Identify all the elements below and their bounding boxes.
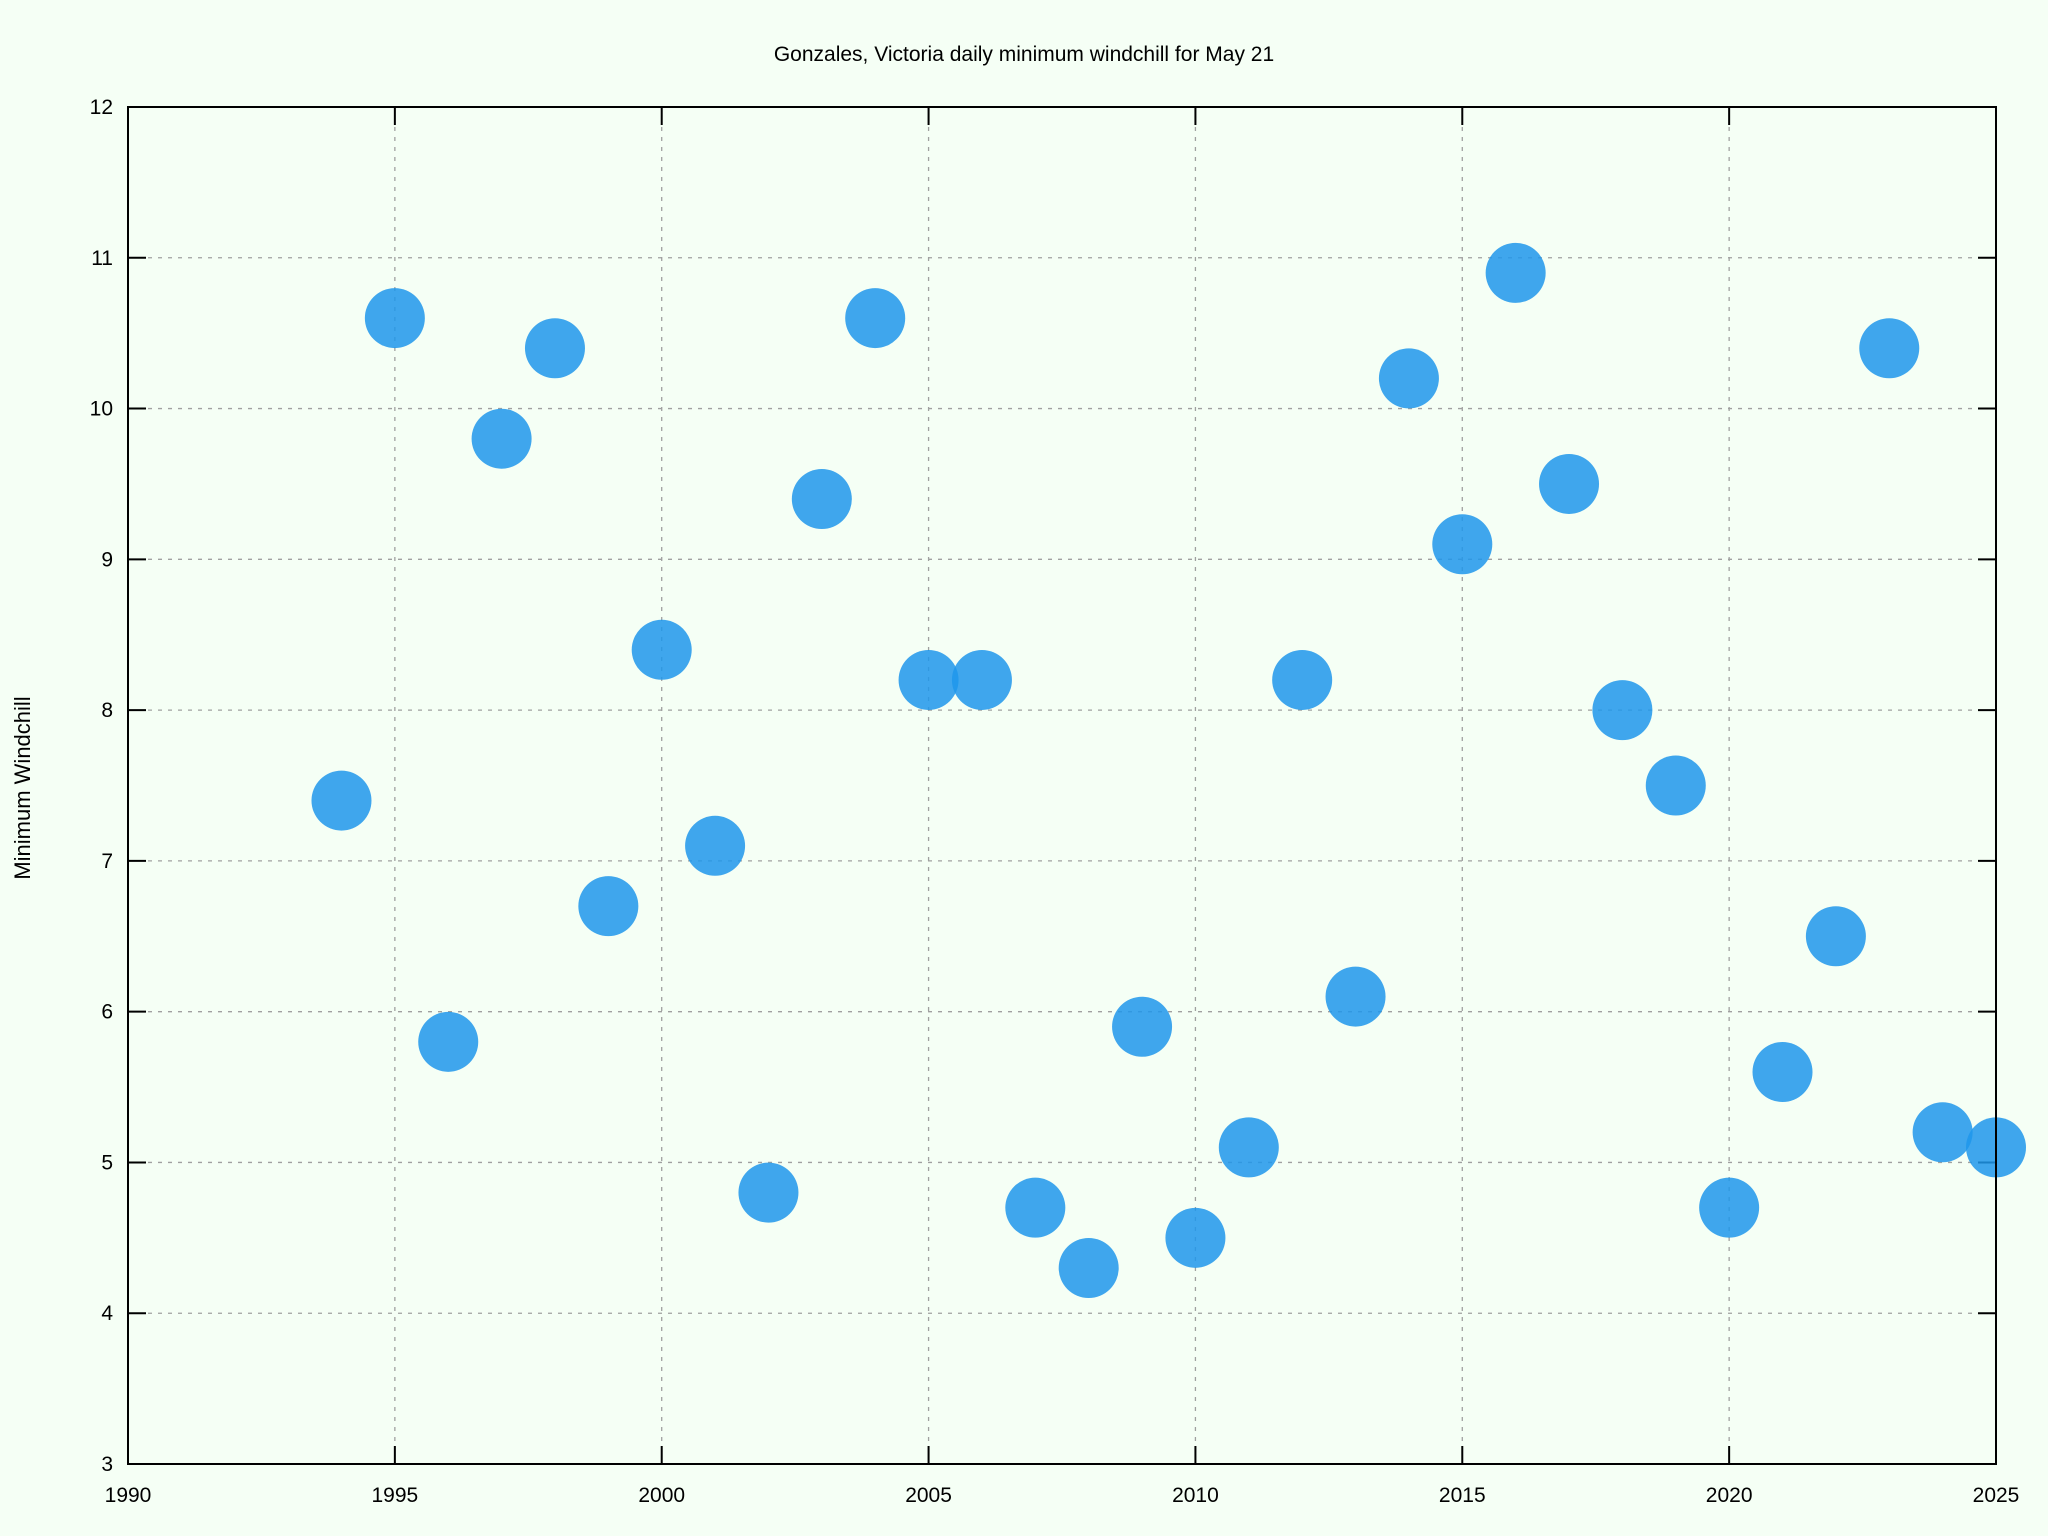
x-tick-label: 2000 bbox=[638, 1484, 685, 1507]
data-point bbox=[1432, 514, 1493, 575]
data-points bbox=[311, 242, 2026, 1298]
y-tick-label: 4 bbox=[101, 1302, 113, 1325]
x-tick-label: 2005 bbox=[905, 1484, 952, 1507]
data-point bbox=[1218, 1117, 1279, 1178]
data-point bbox=[1165, 1207, 1226, 1268]
data-point bbox=[1378, 348, 1439, 409]
data-point bbox=[1325, 966, 1386, 1027]
chart-title: Gonzales, Victoria daily minimum windchi… bbox=[774, 43, 1274, 66]
data-point bbox=[738, 1162, 799, 1223]
y-tick-label: 8 bbox=[101, 699, 113, 722]
y-tick-label: 10 bbox=[90, 398, 113, 421]
y-tick-label: 9 bbox=[101, 548, 113, 571]
data-point bbox=[1912, 1102, 1973, 1163]
y-tick-label: 7 bbox=[101, 850, 113, 873]
x-tick-label: 2010 bbox=[1172, 1484, 1219, 1507]
data-point bbox=[1645, 755, 1706, 816]
data-point bbox=[1058, 1237, 1119, 1298]
data-point bbox=[524, 318, 585, 379]
x-tick-label: 2025 bbox=[1973, 1484, 2020, 1507]
y-tick-label: 5 bbox=[101, 1151, 113, 1174]
data-point bbox=[1485, 242, 1546, 303]
tick-labels: 3 4 5 6 7 8 9 10 11 12 1990 1995 2000 2005 2010 2015 202… bbox=[90, 96, 2020, 1507]
data-point bbox=[418, 1011, 479, 1072]
y-tick-label: 11 bbox=[91, 247, 113, 270]
data-point bbox=[685, 815, 746, 876]
data-point bbox=[471, 408, 532, 469]
data-point bbox=[1112, 996, 1173, 1057]
plot-frame bbox=[127, 106, 1997, 1465]
data-point bbox=[631, 619, 692, 680]
data-point bbox=[1859, 318, 1920, 379]
x-tick-label: 1990 bbox=[105, 1484, 152, 1507]
data-point bbox=[1272, 649, 1333, 710]
y-tick-label: 12 bbox=[90, 96, 113, 119]
x-tick-label: 1995 bbox=[371, 1484, 418, 1507]
data-point bbox=[1805, 906, 1866, 967]
x-tick-label: 2020 bbox=[1706, 1484, 1753, 1507]
data-point bbox=[845, 288, 906, 349]
data-point bbox=[898, 649, 959, 710]
x-tick-label: 2015 bbox=[1439, 1484, 1486, 1507]
data-point bbox=[1005, 1177, 1066, 1238]
data-point bbox=[578, 876, 639, 937]
y-tick-label: 3 bbox=[101, 1453, 113, 1476]
data-point bbox=[364, 288, 425, 349]
data-point bbox=[1539, 453, 1600, 514]
y-tick-label: 6 bbox=[101, 1001, 113, 1024]
data-point bbox=[1592, 680, 1653, 741]
y-axis-title: Minimum Windchill bbox=[10, 696, 35, 879]
data-point bbox=[1699, 1177, 1760, 1238]
data-point bbox=[311, 770, 372, 831]
data-point bbox=[1752, 1041, 1813, 1102]
data-point bbox=[791, 469, 852, 530]
data-point bbox=[951, 649, 1012, 710]
